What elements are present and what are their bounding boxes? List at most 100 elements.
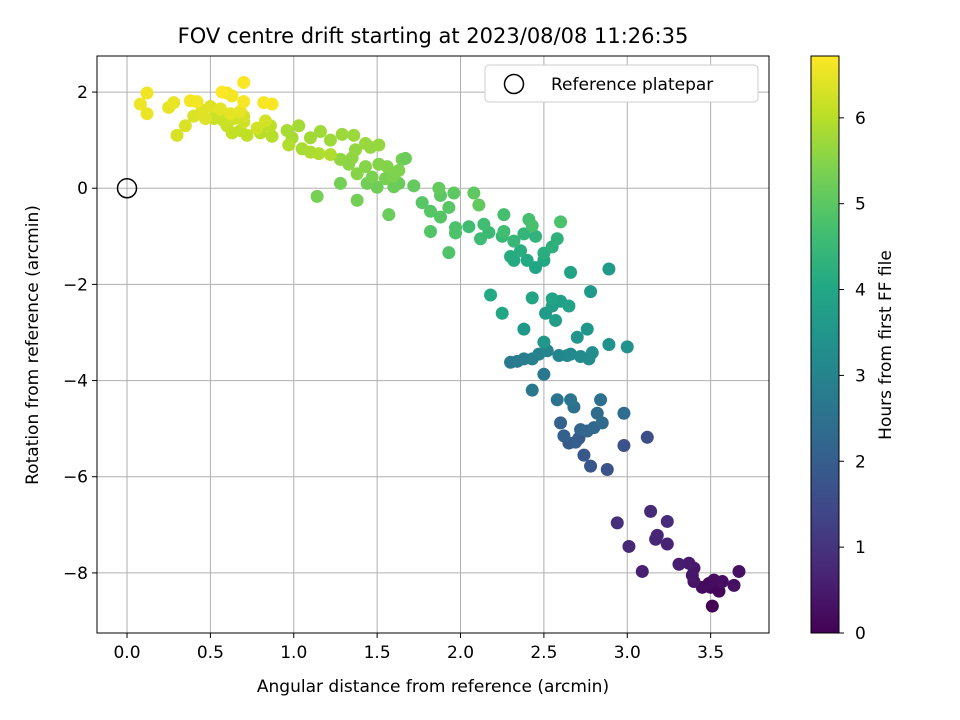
data-point — [370, 180, 384, 194]
data-point — [310, 189, 324, 203]
data-point — [333, 152, 347, 166]
data-point — [292, 119, 306, 133]
x-axis-label: Angular distance from reference (arcmin) — [257, 677, 609, 697]
data-point — [570, 330, 584, 344]
colorbar-tick-label: 5 — [855, 195, 866, 215]
data-point — [323, 148, 337, 162]
data-point — [265, 97, 279, 111]
colorbar-gradient — [810, 55, 840, 634]
data-point — [392, 163, 406, 177]
data-point — [213, 102, 227, 116]
data-point — [303, 131, 317, 145]
data-point — [415, 196, 429, 210]
data-point — [602, 338, 616, 351]
data-point — [474, 232, 488, 246]
data-point — [520, 253, 534, 267]
data-point — [462, 220, 476, 234]
x-tick-label: 2.5 — [530, 643, 557, 663]
plot-area — [96, 55, 770, 634]
data-point — [237, 95, 251, 109]
data-point — [350, 193, 364, 207]
data-point — [557, 429, 571, 443]
data-point — [495, 306, 509, 320]
data-point — [258, 114, 272, 128]
data-point — [358, 137, 372, 151]
y-tick-label: −8 — [63, 564, 88, 584]
data-point — [372, 138, 386, 152]
data-point — [472, 198, 486, 212]
data-point — [280, 124, 294, 138]
colorbar-tick-label: 0 — [855, 624, 866, 644]
data-point — [705, 599, 719, 613]
reference-point — [116, 177, 138, 199]
data-point — [525, 291, 539, 305]
data-point — [525, 219, 539, 233]
x-tick-label: 3.0 — [614, 643, 641, 663]
data-point — [372, 157, 386, 171]
data-point — [225, 89, 239, 103]
data-point — [594, 393, 608, 407]
data-point — [350, 167, 364, 181]
y-axis-label: Rotation from reference (arcmin) — [23, 205, 43, 485]
x-tick-label: 2.0 — [447, 643, 474, 663]
data-point — [550, 232, 564, 246]
data-point — [617, 406, 631, 420]
data-point — [517, 227, 531, 241]
legend-open-circle-icon — [503, 73, 525, 95]
data-point — [660, 537, 674, 551]
data-point — [467, 186, 481, 200]
data-point — [682, 556, 696, 570]
chart-title: FOV centre drift starting at 2023/08/08 … — [178, 24, 689, 48]
data-point — [335, 127, 349, 141]
y-tick-label: −2 — [63, 275, 88, 295]
data-point — [423, 225, 437, 239]
data-point — [564, 265, 578, 279]
data-point — [672, 557, 686, 571]
data-point — [727, 578, 741, 592]
data-point — [602, 262, 616, 276]
data-point — [564, 393, 578, 407]
data-point — [715, 575, 729, 589]
data-point — [732, 564, 746, 578]
data-point — [600, 463, 614, 477]
data-point — [215, 85, 229, 99]
data-point — [640, 430, 654, 444]
data-point — [477, 217, 491, 231]
colorbar-tick-label: 4 — [855, 281, 866, 301]
data-point — [432, 181, 446, 195]
data-point — [442, 200, 456, 214]
data-point — [387, 180, 401, 194]
data-point — [584, 459, 598, 473]
data-point — [365, 170, 379, 184]
data-point — [504, 250, 518, 264]
data-point — [584, 285, 598, 299]
colorbar-tick-label: 3 — [855, 366, 866, 386]
data-point — [620, 340, 634, 354]
data-point — [545, 292, 559, 306]
data-point — [595, 416, 609, 430]
data-point — [170, 128, 184, 142]
data-point — [442, 246, 456, 260]
data-point — [580, 322, 594, 336]
data-point — [190, 95, 204, 109]
data-point — [549, 313, 563, 327]
data-point — [313, 124, 327, 138]
data-point — [507, 234, 521, 248]
legend-label: Reference platepar — [551, 75, 713, 95]
legend-box — [484, 64, 759, 103]
data-point — [529, 229, 543, 243]
data-point — [635, 564, 649, 578]
data-point — [434, 210, 448, 224]
data-point — [312, 147, 326, 161]
data-point — [550, 393, 564, 407]
x-tick-label: 0.0 — [113, 643, 140, 663]
x-tick-label: 0.5 — [197, 643, 224, 663]
data-point — [140, 86, 154, 100]
data-point — [407, 179, 421, 193]
data-point — [423, 204, 437, 218]
data-point — [525, 383, 539, 397]
colorbar-ticks: 0 1 2 3 4 5 6 — [839, 109, 866, 644]
data-point — [497, 225, 511, 239]
data-point — [167, 96, 181, 110]
